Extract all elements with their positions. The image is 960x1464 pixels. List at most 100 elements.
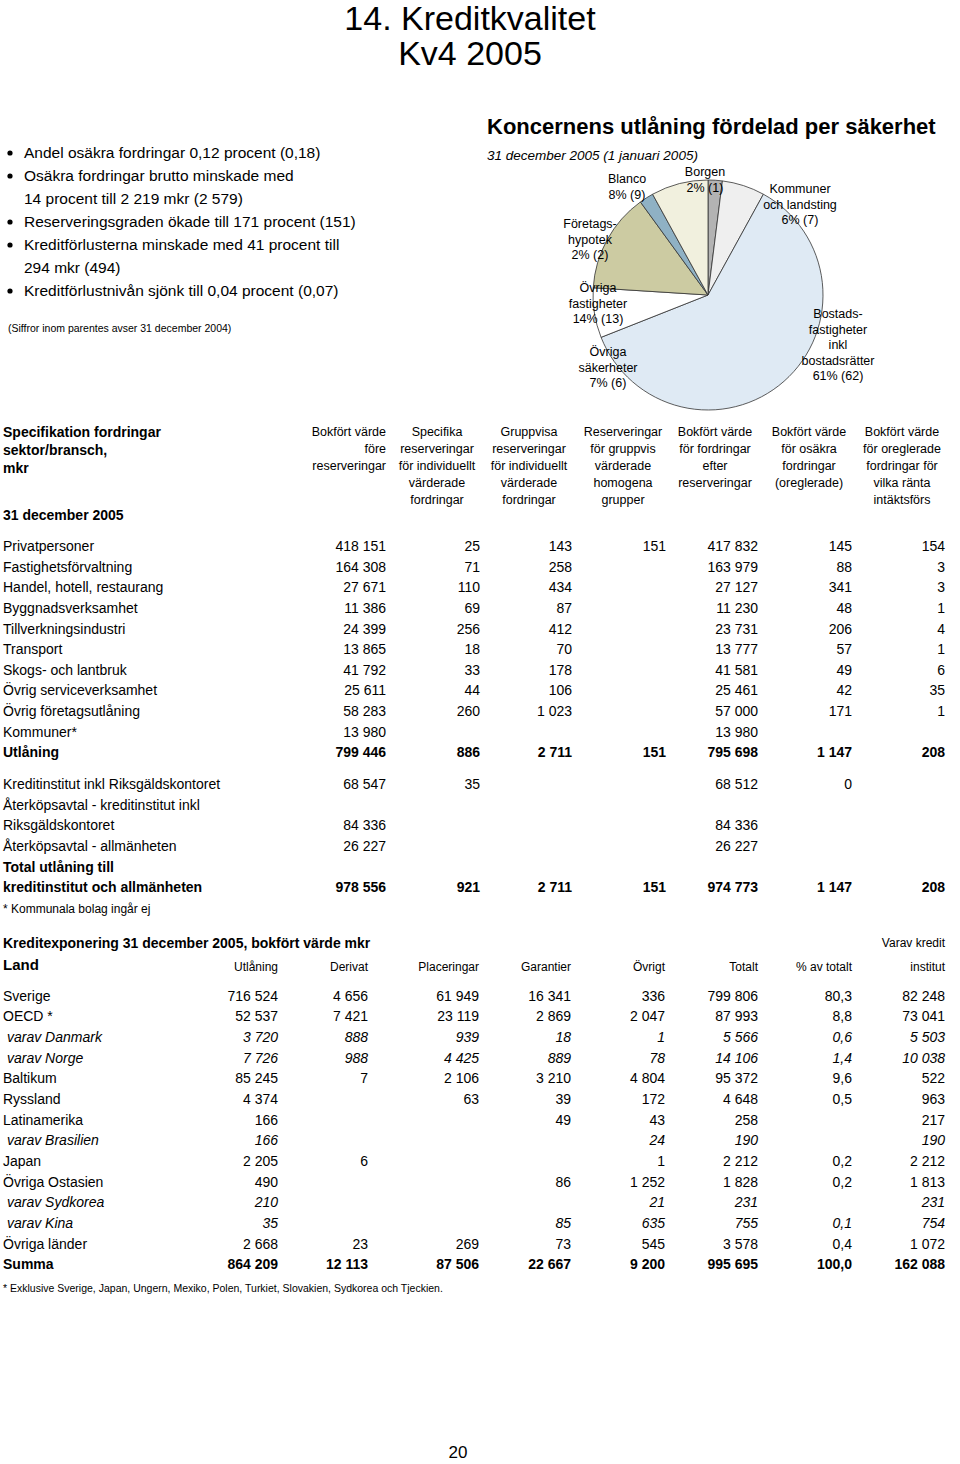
table-cell: 754 — [922, 1215, 946, 1231]
column-header: institut — [910, 960, 945, 974]
table-cell: 0,1 — [833, 1215, 852, 1231]
table-cell: 190 — [735, 1132, 759, 1148]
table-cell: 2 205 — [243, 1153, 278, 1169]
column-header: reserveringar — [312, 459, 386, 473]
table-cell: 151 — [643, 538, 667, 554]
table-cell: 1 072 — [910, 1236, 945, 1252]
row-label: varav Brasilien — [7, 1132, 99, 1148]
column-header: före — [364, 442, 386, 456]
slice-label: Bostads-fastigheterinklbostadsrätter — [802, 307, 875, 368]
table-cell: 886 — [457, 744, 481, 760]
table-cell: 231 — [921, 1194, 945, 1210]
table-cell: 889 — [548, 1050, 572, 1066]
table-cell: 84 336 — [715, 817, 758, 833]
table-cell: 888 — [345, 1029, 369, 1045]
table-cell: 18 — [464, 641, 480, 657]
bullet-text: 14 procent till 2 219 mkr (2 579) — [24, 190, 243, 207]
table-cell: 58 283 — [343, 703, 386, 719]
table-cell: 26 227 — [343, 838, 386, 854]
table-cell: 545 — [642, 1236, 666, 1252]
column-header: fordringar — [410, 493, 464, 507]
table-cell: 864 209 — [227, 1256, 278, 1272]
table-cell: 87 993 — [715, 1008, 758, 1024]
table-cell: 5 503 — [910, 1029, 945, 1045]
table-title: Specifikation fordringar — [3, 424, 161, 440]
table-cell: 13 777 — [715, 641, 758, 657]
table-cell: 14 106 — [715, 1050, 758, 1066]
row-label: varav Kina — [7, 1215, 73, 1231]
column-header: vilka ränta — [874, 476, 931, 490]
row-label: Sverige — [3, 988, 51, 1004]
header: 14. KreditkvalitetKv4 2005 — [344, 0, 596, 72]
table-cell: 341 — [829, 579, 853, 595]
slice-value-label: 14% (13) — [573, 312, 624, 326]
table-cell: 799 806 — [707, 988, 758, 1004]
table-cell: 2 212 — [723, 1153, 758, 1169]
row-label: OECD * — [3, 1008, 53, 1024]
table-cell: 2 047 — [630, 1008, 665, 1024]
bullet-text: Andel osäkra fordringar 0,12 procent (0,… — [24, 144, 320, 161]
row-label: Kommuner* — [3, 724, 77, 740]
table-cell: 35 — [262, 1215, 278, 1231]
row-label: Japan — [3, 1153, 41, 1169]
table-cell: 145 — [829, 538, 853, 554]
table-cell: 73 — [555, 1236, 571, 1252]
table-cell: 178 — [549, 662, 573, 678]
table-cell: 162 088 — [894, 1256, 945, 1272]
table-cell: 87 506 — [436, 1256, 479, 1272]
table-cell: 85 — [555, 1215, 571, 1231]
table-cell: 978 556 — [335, 879, 386, 895]
footnote: * Exklusive Sverige, Japan, Ungern, Mexi… — [3, 1282, 443, 1294]
table-cell: 206 — [829, 621, 853, 637]
table-cell: 23 — [352, 1236, 368, 1252]
column-header: reserveringar — [492, 442, 566, 456]
table-cell: 4 648 — [723, 1091, 758, 1107]
column-header: för gruppvis — [590, 442, 655, 456]
table-cell: 33 — [464, 662, 480, 678]
table-cell: 85 245 — [235, 1070, 278, 1086]
table-cell: 6 — [360, 1153, 368, 1169]
row-label: varav Danmark — [7, 1029, 103, 1045]
slice-label: Blanco — [608, 172, 646, 186]
table-cell: 1 — [657, 1029, 665, 1045]
table-cell: 0,4 — [833, 1236, 853, 1252]
table-cell: 166 — [255, 1112, 279, 1128]
table-cell: 412 — [549, 621, 573, 637]
table-cell: 12 113 — [326, 1256, 368, 1272]
table-cell: 490 — [255, 1174, 279, 1190]
table-cell: 963 — [922, 1091, 946, 1107]
table-cell: 1 147 — [817, 879, 852, 895]
table-cell: 151 — [643, 744, 667, 760]
table-cell: 78 — [649, 1050, 665, 1066]
page: 14. KreditkvalitetKv4 2005 Andel osäkra f… — [0, 0, 960, 1464]
table-cell: 7 — [360, 1070, 368, 1086]
table-cell: 23 731 — [715, 621, 758, 637]
bullet-dot — [7, 242, 12, 247]
table-cell: 44 — [464, 682, 480, 698]
column-header: (oreglerade) — [775, 476, 843, 490]
row-label: Kreditinstitut inkl Riksgäldskontoret — [3, 776, 220, 792]
slice-value-label: 6% (7) — [782, 213, 819, 227]
table-cell: 100,0 — [817, 1256, 852, 1272]
table-cell: 2 212 — [910, 1153, 945, 1169]
column-header: Reserveringar — [584, 425, 663, 439]
table-cell: 10 038 — [902, 1050, 945, 1066]
table-cell: 69 — [464, 600, 480, 616]
column-header: värderade — [595, 459, 651, 473]
bullet-text: 294 mkr (494) — [24, 259, 120, 276]
table-cell: 522 — [922, 1070, 946, 1086]
page-title: 14. Kreditkvalitet — [344, 0, 596, 37]
slice-value-label: 2% (1) — [687, 181, 724, 195]
table-cell: 11 230 — [716, 600, 758, 616]
table-cell: 974 773 — [707, 879, 758, 895]
table-cell: 5 566 — [723, 1029, 758, 1045]
table-cell: 87 — [556, 600, 572, 616]
slice-label: Övrigasäkerheter — [578, 345, 637, 375]
row-label: Riksgäldskontoret — [3, 817, 114, 833]
table-cell: 27 671 — [343, 579, 386, 595]
table-title: Kreditexponering 31 december 2005, bokfö… — [3, 935, 371, 951]
table-title: sektor/bransch, — [3, 442, 107, 458]
row-label: Handel, hotell, restaurang — [3, 579, 163, 595]
table-cell: 21 — [648, 1194, 665, 1210]
table-cell: 1 813 — [910, 1174, 945, 1190]
